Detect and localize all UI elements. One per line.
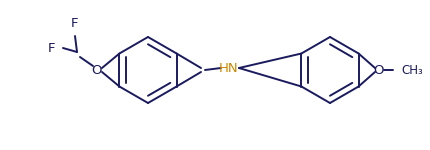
Text: CH₃: CH₃ [401, 63, 423, 76]
Text: F: F [47, 42, 55, 54]
Text: O: O [92, 63, 102, 76]
Text: HN: HN [219, 61, 239, 75]
Text: O: O [374, 63, 384, 76]
Text: F: F [71, 17, 79, 30]
